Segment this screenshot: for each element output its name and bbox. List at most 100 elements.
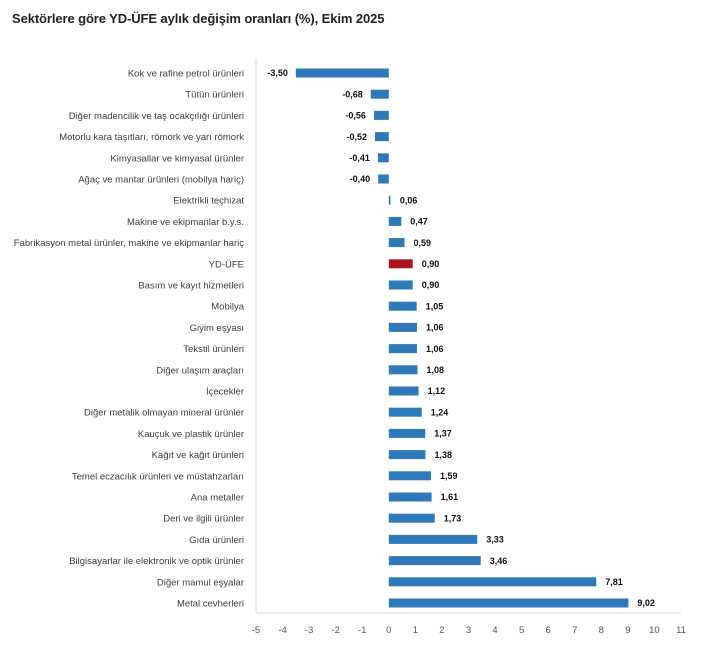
- data-label: 0,47: [410, 217, 428, 227]
- data-label: 1,05: [426, 301, 444, 311]
- category-label: Kauçuk ve plastik ürünler: [138, 429, 244, 440]
- bar-highlight: [388, 259, 413, 269]
- data-label: 3,46: [490, 556, 508, 566]
- bar: [388, 428, 426, 438]
- category-label: Diğer ulaşım araçları: [156, 365, 244, 376]
- category-label: Ağaç ve mantar ürünleri (mobilya hariç): [78, 175, 244, 186]
- x-tick-label: 9: [625, 625, 630, 636]
- x-tick-label: 7: [572, 625, 577, 636]
- category-label: Gıda ürünleri: [189, 535, 244, 546]
- bar: [370, 89, 389, 99]
- data-label: 0,06: [400, 195, 418, 205]
- x-tick-label: 11: [676, 625, 686, 636]
- category-label: YD-ÜFE: [209, 259, 244, 270]
- x-tick-label: 0: [386, 625, 391, 636]
- x-tick-label: 4: [492, 625, 497, 636]
- bar: [388, 195, 391, 205]
- data-label: -0,56: [345, 111, 366, 121]
- x-tick-label: -1: [358, 625, 366, 636]
- category-label: Mobilya: [211, 302, 244, 313]
- category-label: Ana metaller: [191, 493, 244, 504]
- data-label: 1,12: [428, 386, 446, 396]
- category-label: Diğer metalik olmayan mineral ürünler: [84, 408, 244, 419]
- category-label: Kok ve rafine petrol ürünleri: [128, 69, 244, 80]
- category-label: Diğer mamul eşyalar: [157, 577, 244, 588]
- bar: [373, 110, 389, 120]
- chart-title: Sektörlere göre YD-ÜFE aylık değişim ora…: [12, 11, 385, 26]
- bar: [388, 492, 432, 502]
- data-label: -3,50: [267, 68, 288, 78]
- data-label: 1,61: [441, 492, 459, 502]
- bar: [388, 450, 426, 460]
- bar: [388, 577, 597, 587]
- data-label: -0,40: [350, 174, 371, 184]
- data-label: -0,41: [349, 153, 370, 163]
- category-label: Kağıt ve kağıt ürünleri: [152, 450, 244, 461]
- category-label: Tekstil ürünleri: [183, 344, 244, 355]
- bar: [388, 238, 405, 248]
- category-label: Fabrikasyon metal ürünler, makine ve eki…: [14, 238, 244, 249]
- category-labels: Kok ve rafine petrol ürünleri Tütün ürünl…: [14, 69, 245, 610]
- bar: [388, 280, 413, 290]
- bar: [388, 598, 629, 608]
- bar: [377, 153, 389, 163]
- data-label: 1,73: [444, 513, 462, 523]
- bar: [388, 471, 432, 481]
- bar: [388, 344, 417, 354]
- data-label: 1,06: [426, 323, 444, 333]
- category-label: Bilgisayarlar ile elektronik ve optik ür…: [69, 556, 244, 567]
- x-tick-labels: -5 -4 -3 -2 -1 0 1 2 3 4 5 6 7 8 9 10 11: [252, 625, 686, 636]
- bar: [388, 216, 402, 226]
- data-label: 0,90: [422, 259, 440, 269]
- data-label: 3,33: [486, 535, 504, 545]
- x-tick-label: 5: [519, 625, 524, 636]
- x-tick-label: -5: [252, 625, 260, 636]
- x-tick-label: 1: [413, 625, 418, 636]
- x-tick-label: 2: [439, 625, 444, 636]
- bar: [295, 68, 389, 78]
- data-label: 1,59: [440, 471, 458, 481]
- bar: [388, 556, 481, 566]
- bar: [388, 534, 478, 544]
- bar: [388, 407, 422, 417]
- bar: [388, 301, 417, 311]
- bar: [388, 365, 418, 375]
- x-tick-label: -4: [278, 625, 286, 636]
- axes: [255, 58, 681, 614]
- category-label: Metal cevherleri: [177, 599, 244, 610]
- data-label: 0,59: [413, 238, 431, 248]
- data-label: 1,38: [434, 450, 452, 460]
- data-label: -0,68: [342, 89, 363, 99]
- category-label: Giyim eşyası: [190, 323, 244, 334]
- data-label: 1,08: [427, 365, 445, 375]
- bar: [388, 513, 435, 523]
- bar: [378, 174, 389, 184]
- category-label: Deri ve ilgili ürünler: [163, 514, 244, 525]
- category-label: Motorlu kara taşıtları, römork ve yarı r…: [59, 132, 244, 143]
- x-tick-label: 6: [546, 625, 551, 636]
- bar: [375, 132, 389, 142]
- category-label: Diğer madencilik ve taş ocakçılığı ürünl…: [69, 111, 244, 122]
- category-label: Elektrikli teçhizat: [173, 196, 244, 207]
- value-labels: -3,50 -0,68 -0,56 -0,52 -0,41 -0,40 0,06 0,47 0,…: [267, 68, 655, 608]
- data-label: 1,06: [426, 344, 444, 354]
- x-tick-label: -2: [331, 625, 339, 636]
- data-label: 1,37: [434, 429, 452, 439]
- x-tick-label: 3: [466, 625, 471, 636]
- category-label: Tütün ürünleri: [185, 90, 244, 101]
- category-label: Temel eczacılık ürünleri ve müstahzarlar…: [72, 471, 244, 482]
- x-tick-label: -3: [305, 625, 313, 636]
- category-label: Basım ve kayıt hizmetleri: [138, 281, 244, 292]
- data-label: 1,24: [431, 407, 449, 417]
- bars: [295, 68, 629, 608]
- data-label: 7,81: [605, 577, 623, 587]
- data-label: -0,52: [346, 132, 367, 142]
- bar: [388, 386, 419, 396]
- data-label: 0,90: [422, 280, 440, 290]
- bar: [388, 322, 417, 332]
- data-label: 9,02: [637, 598, 655, 608]
- x-tick-label: 8: [599, 625, 604, 636]
- category-label: Kimyasallar ve kimyasal ürünler: [110, 153, 244, 164]
- category-label: Makine ve ekipmanlar b.y.s.: [127, 217, 244, 228]
